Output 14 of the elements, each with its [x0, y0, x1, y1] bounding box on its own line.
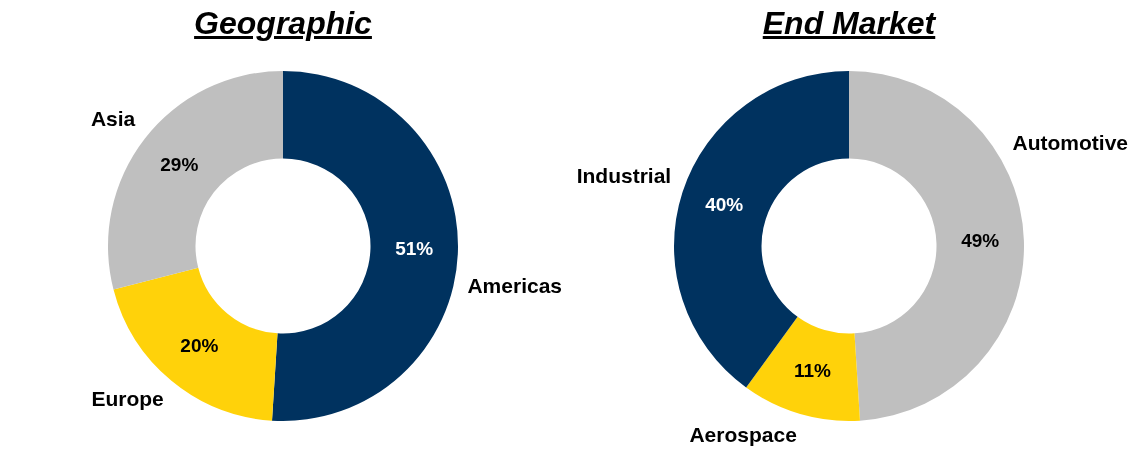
slice-label: Automotive — [1012, 130, 1128, 154]
data-label: 40% — [705, 193, 744, 215]
slice-label: Aerospace — [689, 422, 797, 446]
data-label: 29% — [160, 153, 199, 175]
data-label: 51% — [395, 238, 434, 260]
data-label: 49% — [961, 230, 1000, 252]
chart-title: End Market — [761, 4, 938, 43]
slice-label: Europe — [91, 387, 164, 411]
data-label: 11% — [793, 360, 831, 382]
slice-label: Industrial — [576, 163, 672, 187]
slice-label: Asia — [90, 106, 136, 130]
data-label: 20% — [180, 335, 219, 357]
chart-title: Geographic — [193, 4, 373, 43]
slice-label: Americas — [467, 274, 562, 298]
